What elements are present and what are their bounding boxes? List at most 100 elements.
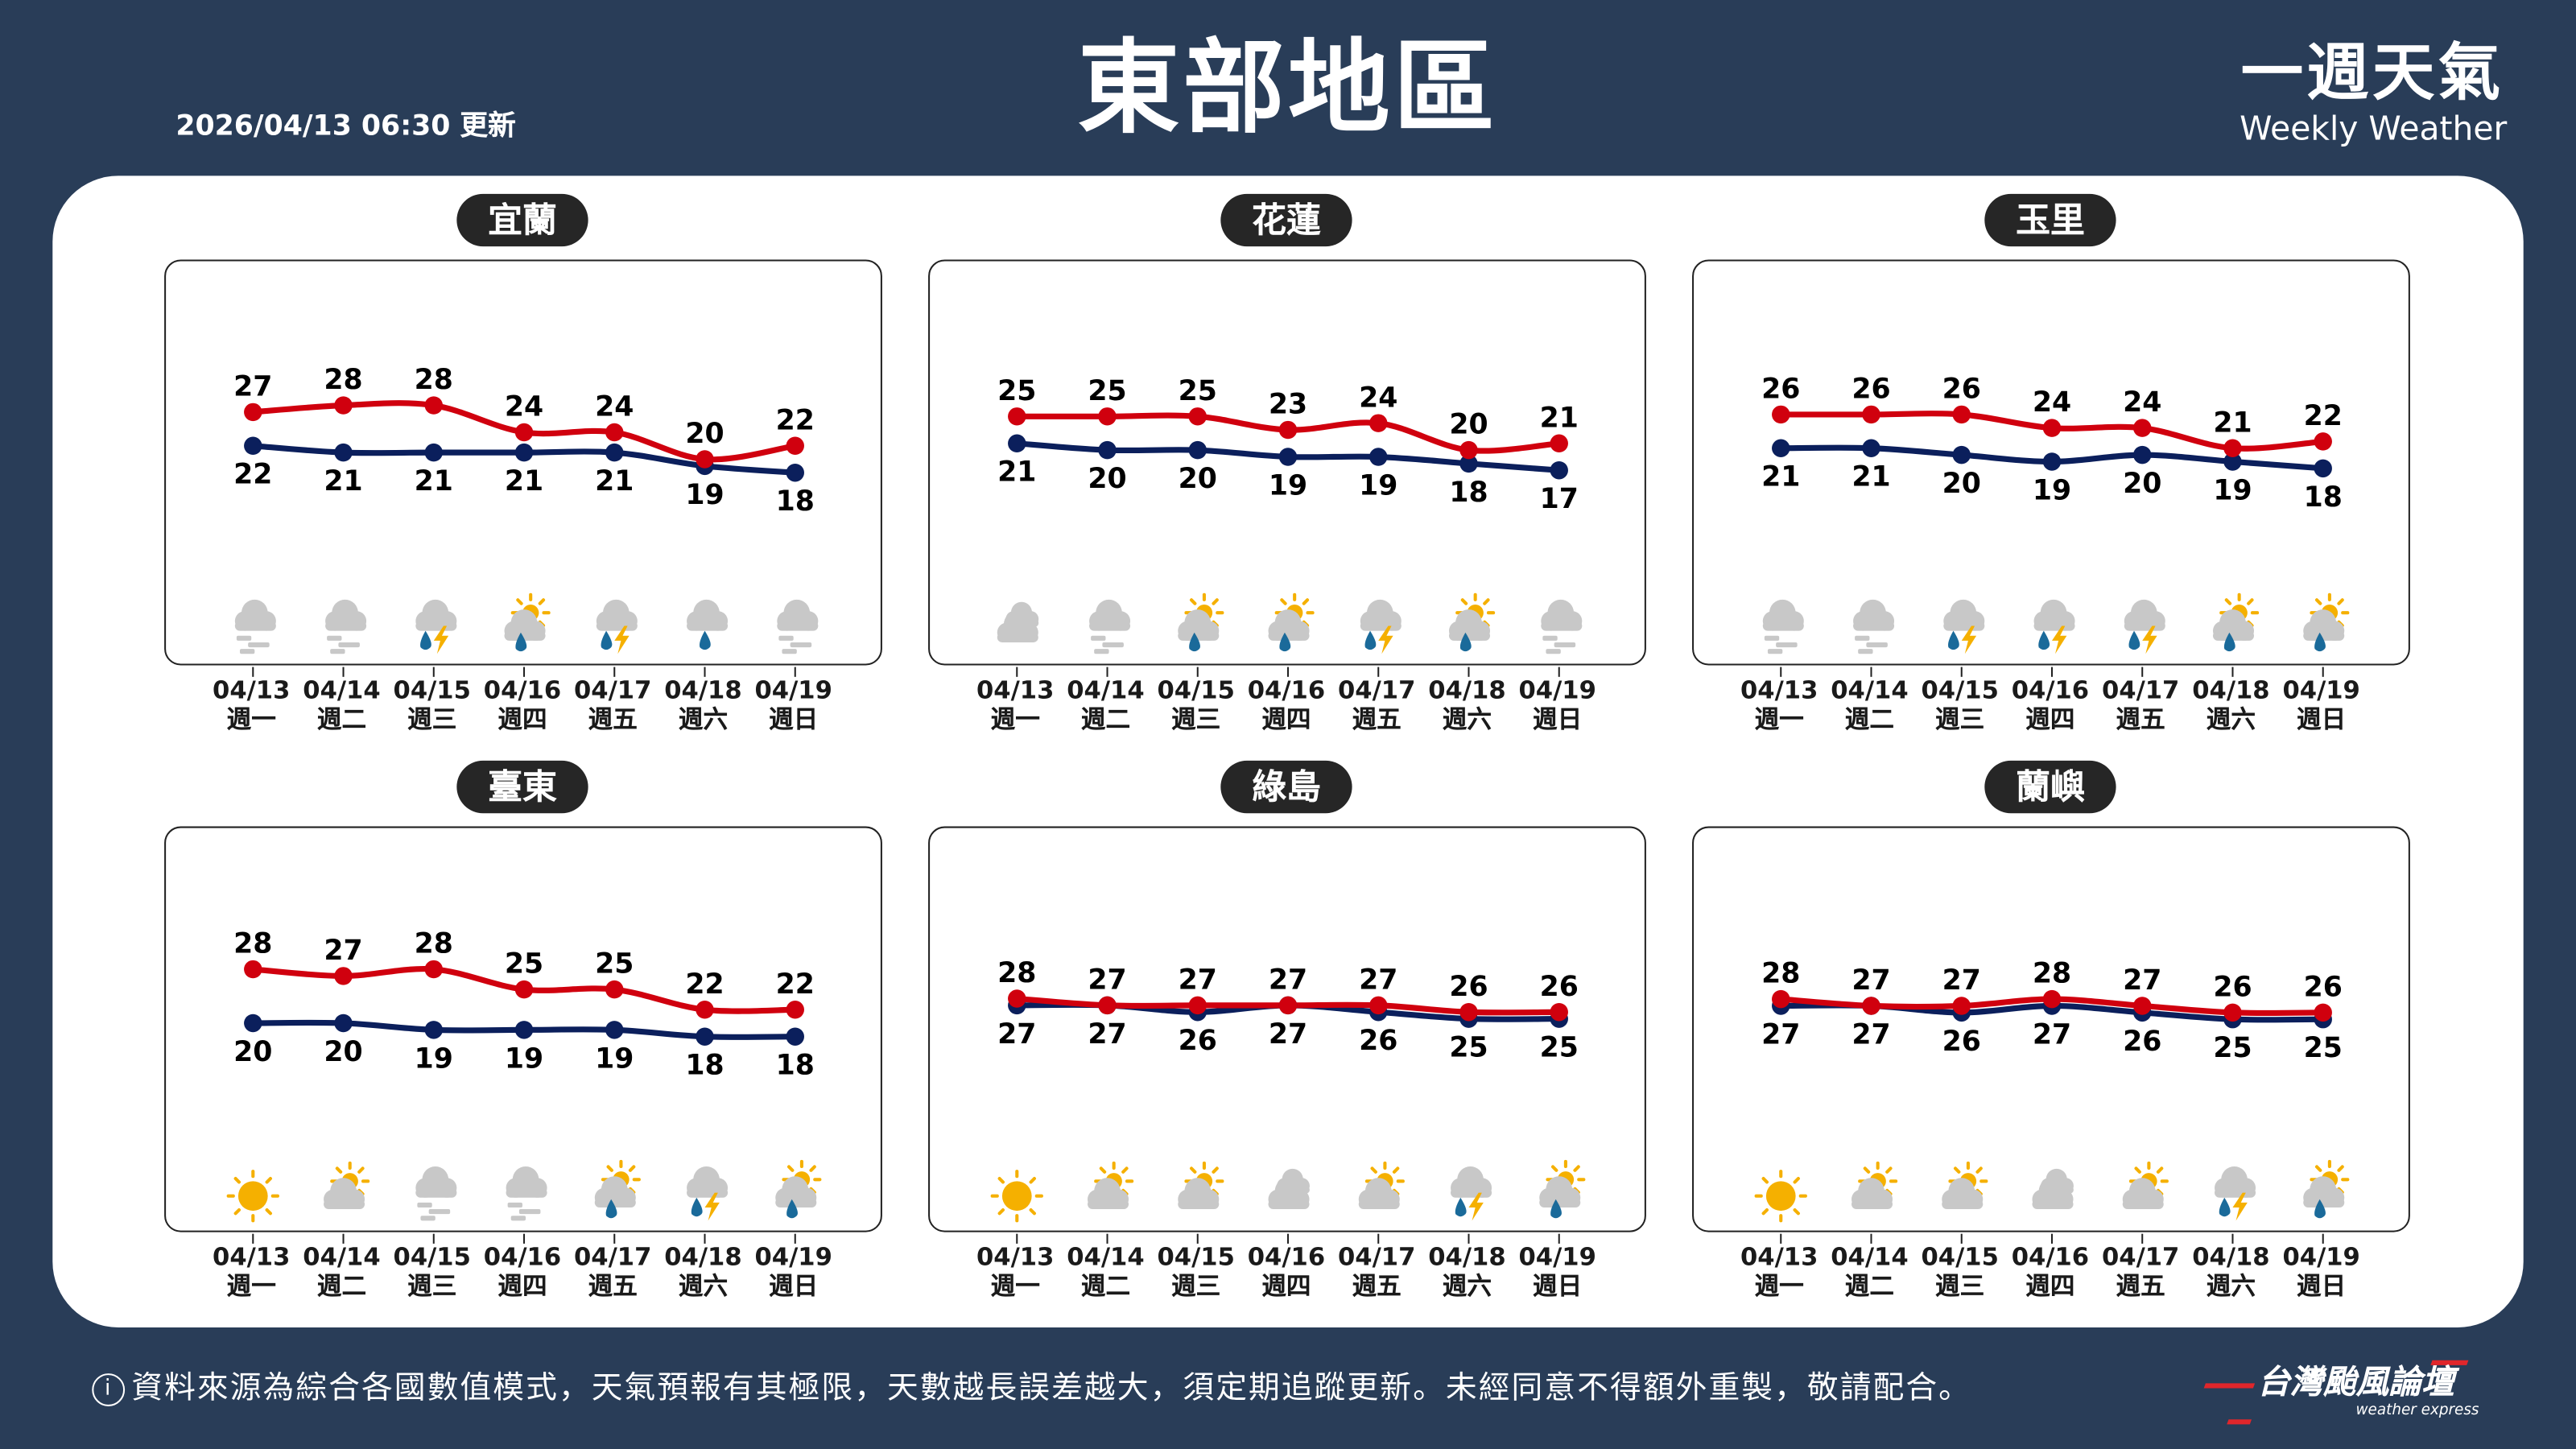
weather-icon-partly-cloudy [1358, 1161, 1405, 1210]
date-label: 04/17 週五 [1331, 675, 1422, 734]
date: 04/17 [574, 1241, 652, 1272]
weather-icon-partly-sunny-rain [1539, 1159, 1586, 1219]
weather-icon-fog [777, 599, 819, 654]
weekday: 週五 [1352, 704, 1402, 735]
date-label: 04/14 週二 [295, 675, 387, 734]
high-temp-point [244, 402, 262, 422]
weekday: 週一 [226, 1271, 276, 1302]
weekday: 週五 [588, 1271, 638, 1302]
low-temp-point [1369, 448, 1388, 466]
weekday: 週五 [1352, 1271, 1402, 1302]
low-temp-label: 19 [1359, 469, 1397, 502]
weather-icon-partly-cloudy [1852, 1161, 1898, 1210]
weather-icon-partly-cloudy [1088, 1161, 1134, 1210]
high-temp-label: 26 [1942, 374, 1981, 406]
weekday: 週三 [1171, 704, 1221, 735]
high-temp-label: 27 [1852, 964, 1890, 997]
low-temp-point [1188, 440, 1207, 460]
chart-svg: 21 20 20 19 19 18 17 25 25 25 23 24 20 21 [997, 375, 1583, 677]
date-label: 04/18 週六 [1421, 675, 1513, 734]
date: 04/14 [1831, 675, 1909, 705]
high-temp-point [334, 396, 353, 415]
date-label: 04/19 週日 [1512, 675, 1604, 734]
low-temp-label: 26 [1942, 1026, 1981, 1058]
date-label: 04/13 週一 [1733, 675, 1825, 734]
date-label: 04/16 週四 [1241, 1242, 1332, 1301]
low-temp-point [1772, 439, 1790, 457]
weekday: 週一 [1754, 1271, 1804, 1302]
date-label: 04/15 週三 [1150, 1242, 1242, 1301]
weather-icon-fog [1541, 599, 1583, 654]
temperature-chart: 22 21 21 21 21 19 18 27 28 28 24 24 20 22 [164, 259, 882, 677]
low-temp-label: 18 [685, 1050, 724, 1082]
date-axis: 04/13 週一 04/14 週二 04/15 週三 04/16 週四 04/17 週五 04/18… [1692, 1242, 2410, 1315]
high-temp-point [1772, 405, 1790, 424]
date-label: 04/17 週五 [567, 1242, 658, 1301]
low-temp-point [514, 1021, 534, 1039]
weather-icon-rain [687, 599, 729, 650]
high-temp-point [2223, 439, 2242, 457]
high-temp-point [1952, 405, 1971, 424]
low-temp-point [1098, 440, 1117, 460]
low-temp-point [605, 1021, 624, 1039]
high-temp-label: 25 [595, 948, 634, 980]
weekday: 週六 [1442, 704, 1492, 735]
date: 04/16 [2011, 1241, 2090, 1272]
high-temp-label: 27 [2123, 964, 2161, 997]
high-temp-label: 26 [1449, 971, 1488, 1003]
high-temp-point [1862, 405, 1880, 424]
low-temp-label: 25 [2304, 1032, 2343, 1064]
high-temp-label: 25 [505, 948, 543, 980]
low-temp-label: 27 [997, 1018, 1036, 1051]
date: 04/15 [393, 675, 471, 705]
high-temp-point [2133, 419, 2152, 437]
weekday: 週日 [1533, 704, 1583, 735]
high-temp-label: 22 [2304, 400, 2343, 432]
high-temp-label: 22 [776, 968, 815, 1001]
low-temp-point [786, 1027, 804, 1046]
date: 04/19 [754, 1241, 832, 1272]
page-title: 東部地區 [1077, 27, 1499, 148]
low-temp-point [1952, 445, 1971, 464]
high-temp-label: 28 [415, 364, 453, 396]
high-temp-label: 26 [2304, 971, 2343, 1003]
date: 04/16 [483, 675, 562, 705]
date-axis: 04/13 週一 04/14 週二 04/15 週三 04/16 週四 04/17 週五 04/18… [164, 1242, 882, 1315]
weekday: 週一 [990, 1271, 1040, 1302]
weekday: 週二 [316, 704, 367, 735]
high-temp-point [514, 980, 534, 999]
chart-svg: 22 21 21 21 21 19 18 27 28 28 24 24 20 22 [233, 364, 819, 677]
weekday: 週一 [990, 704, 1040, 735]
low-temp-label: 20 [1088, 463, 1126, 495]
high-temp-label: 26 [1761, 374, 1800, 406]
weekday: 週日 [769, 1271, 819, 1302]
weather-icon-thunder-rain [687, 1166, 729, 1221]
low-temp-label: 25 [2213, 1032, 2252, 1064]
weather-icon-thunder-rain [1943, 599, 1985, 654]
low-temp-label: 25 [1449, 1032, 1488, 1064]
date: 04/13 [213, 1241, 291, 1272]
date-label: 04/14 週二 [1059, 1242, 1151, 1301]
low-temp-label: 18 [1449, 477, 1488, 509]
date: 04/17 [1337, 1241, 1416, 1272]
low-temp-label: 21 [505, 465, 543, 497]
temperature-chart: 21 20 20 19 19 18 17 25 25 25 23 24 20 21 [928, 259, 1646, 677]
temperature-chart: 21 21 20 19 20 19 18 26 26 26 24 24 21 22 [1692, 259, 2410, 677]
footer-disclaimer: i 資料來源為綜合各國數值模式，天氣預報有其極限，天數越長誤差越大，須定期追蹤更新… [92, 1367, 1971, 1410]
weekday: 週六 [678, 704, 729, 735]
date: 04/13 [213, 675, 291, 705]
date: 04/19 [1518, 675, 1596, 705]
date-label: 04/16 週四 [477, 675, 568, 734]
high-temp-label: 24 [505, 391, 543, 423]
high-temp-point [1459, 1003, 1478, 1022]
date: 04/19 [754, 675, 832, 705]
high-temp-point [786, 436, 804, 455]
low-temp-point [1550, 461, 1568, 480]
weekday: 週三 [407, 704, 457, 735]
date-label: 04/18 週六 [2185, 1242, 2277, 1301]
low-temp-point [514, 443, 534, 462]
date-label: 04/14 週二 [1823, 675, 1915, 734]
weekday: 週一 [1754, 704, 1804, 735]
region-title: 蘭嶼 [1984, 760, 2116, 814]
